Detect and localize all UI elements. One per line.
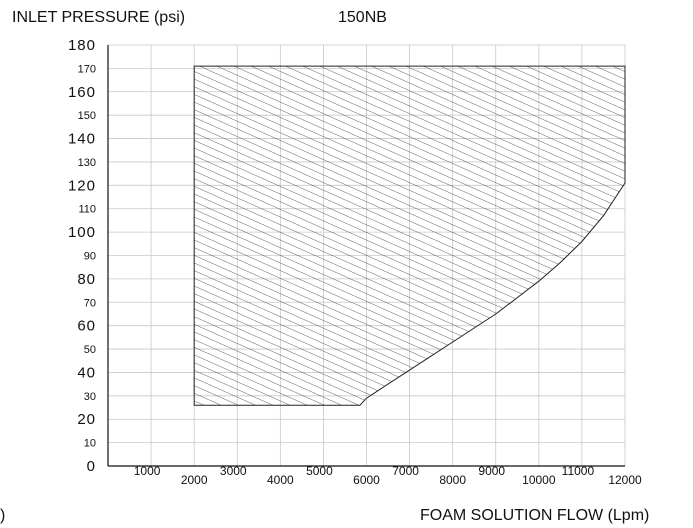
y-tick-label-0: 0 — [87, 458, 96, 475]
y-tick-label-30: 30 — [84, 391, 96, 403]
y-tick-label-110: 110 — [78, 204, 96, 216]
y-tick-label-180: 180 — [68, 37, 96, 54]
y-tick-label-120: 120 — [68, 177, 96, 194]
y-tick-label-10: 10 — [84, 438, 96, 450]
x-tick-labels: 1000 2000 3000 4000 5000 6000 7000 8000 9000 1000… — [134, 464, 642, 487]
y-tick-label-90: 90 — [84, 251, 96, 263]
y-tick-label-100: 100 — [68, 224, 96, 241]
y-tick-label-70: 70 — [84, 297, 96, 309]
y-tick-label-80: 80 — [77, 271, 96, 288]
y-tick-label-150: 150 — [78, 110, 96, 122]
y-tick-label-130: 130 — [78, 157, 96, 169]
chart-title: 150NB — [338, 9, 387, 26]
x-tick-label-8000: 8000 — [439, 473, 466, 487]
x-tick-label-7000: 7000 — [392, 464, 419, 478]
x-tick-label-4000: 4000 — [267, 473, 294, 487]
x-tick-label-9000: 9000 — [478, 464, 505, 478]
x-tick-label-5000: 5000 — [306, 464, 333, 478]
x-tick-label-3000: 3000 — [220, 464, 247, 478]
x-tick-label-1000: 1000 — [134, 464, 161, 478]
x-tick-label-2000: 2000 — [181, 473, 208, 487]
region-outline — [193, 65, 626, 406]
x-tick-label-12000: 12000 — [608, 473, 642, 487]
y-tick-label-20: 20 — [77, 411, 96, 428]
corner-fragment: ) — [0, 507, 5, 524]
y-tick-label-170: 170 — [78, 63, 96, 75]
y-tick-label-50: 50 — [84, 344, 96, 356]
x-axis-title: FOAM SOLUTION FLOW (Lpm) — [420, 507, 649, 524]
y-tick-label-60: 60 — [77, 318, 96, 335]
x-tick-label-10000: 10000 — [522, 473, 556, 487]
y-tick-label-160: 160 — [68, 84, 96, 101]
axes — [107, 45, 625, 467]
y-tick-label-40: 40 — [77, 364, 96, 381]
y-tick-labels: 0 10 20 30 40 50 60 70 80 90 100 110 120 130 140 150 160… — [68, 37, 96, 475]
y-tick-label-140: 140 — [68, 131, 96, 148]
x-tick-label-6000: 6000 — [353, 473, 380, 487]
y-axis-title: INLET PRESSURE (psi) — [12, 9, 185, 26]
x-tick-label-11000: 11000 — [562, 464, 595, 478]
